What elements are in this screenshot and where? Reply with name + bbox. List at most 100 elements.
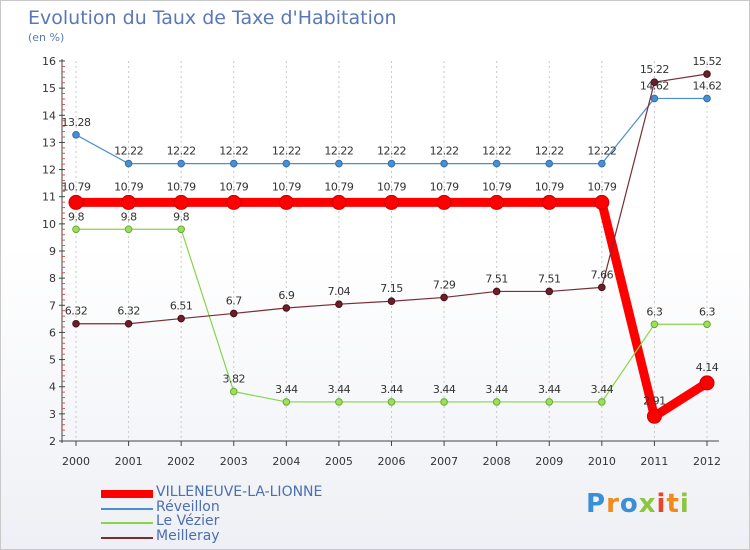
logo-letter: i — [679, 489, 690, 519]
series-2-point-2009 — [545, 159, 554, 168]
series-2-point-2012 — [703, 94, 711, 103]
series-4-label-2003: 6.7 — [226, 294, 242, 307]
series-3-point-2010 — [598, 398, 606, 406]
series-4-label-2008: 7.51 — [485, 272, 508, 285]
series-3-point-2008 — [492, 398, 501, 406]
series-3-point-2005 — [335, 398, 343, 406]
series-3-label-2002: 9.8 — [173, 210, 189, 223]
series-2-point-2005 — [335, 159, 343, 168]
series-3-point-2011 — [650, 320, 659, 329]
series-1-label-2003: 10.79 — [219, 180, 248, 193]
series-4-point-2004 — [282, 304, 291, 312]
series-4-label-2000: 6.32 — [65, 305, 88, 318]
series-3-label-2007: 3.44 — [433, 383, 456, 396]
logo-letter: i — [656, 489, 667, 519]
series-1-label-2002: 10.79 — [167, 180, 196, 193]
series-2-point-2003 — [229, 159, 238, 168]
series-2-label-2005: 12.22 — [324, 145, 353, 158]
logo-letter: o — [619, 489, 639, 519]
series-1-point-2010 — [594, 194, 610, 210]
series-4-label-2010: 7.66 — [591, 268, 614, 281]
legend-swatch — [101, 522, 153, 524]
series-3-label-2000: 9.8 — [68, 210, 84, 223]
series-3-label-2006: 3.44 — [380, 383, 403, 396]
x-tick-label-2009: 2009 — [535, 455, 563, 468]
series-4-point-2009 — [545, 287, 554, 296]
x-tick-label-2003: 2003 — [220, 455, 248, 468]
x-tick-label-2004: 2004 — [272, 455, 300, 468]
series-2-label-2010: 12.22 — [587, 145, 616, 158]
x-tick-label-2001: 2001 — [115, 455, 143, 468]
series-3-point-2000 — [72, 225, 80, 234]
x-tick-label-2006: 2006 — [378, 455, 406, 468]
series-4-label-2005: 7.04 — [328, 285, 351, 298]
series-2-point-2000 — [72, 131, 80, 139]
series-1-label-2012: 4.14 — [696, 361, 719, 374]
legend-swatch — [101, 536, 153, 539]
series-2-point-2001 — [124, 159, 133, 168]
series-1-label-2005: 10.79 — [324, 180, 353, 193]
y-tick-label-8: 8 — [49, 272, 56, 285]
y-tick-label-5: 5 — [49, 354, 56, 367]
series-3-point-2001 — [124, 225, 133, 234]
legend-label: VILLENEUVE-LA-LIONNE — [156, 484, 323, 500]
series-2-label-2006: 12.22 — [377, 145, 406, 158]
legend-label: Meilleray — [156, 527, 220, 544]
y-tick-label-16: 16 — [42, 55, 56, 68]
x-tick-label-2007: 2007 — [430, 455, 458, 468]
x-tick-label-2002: 2002 — [167, 455, 195, 468]
series-1-label-2000: 10.79 — [62, 180, 91, 193]
series-1-point-2002 — [173, 194, 189, 210]
series-3-label-2001: 9.8 — [121, 210, 137, 223]
series-4-point-2011 — [650, 78, 659, 86]
y-tick-label-9: 9 — [49, 245, 56, 258]
series-3-label-2009: 3.44 — [538, 383, 561, 396]
series-1-label-2001: 10.79 — [114, 180, 143, 193]
series-1-point-2009 — [541, 194, 557, 210]
logo-letter: P — [586, 489, 607, 519]
series-3-label-2008: 3.44 — [485, 383, 508, 396]
series-4-label-2011: 15.22 — [640, 63, 669, 76]
series-3-label-2003: 3.82 — [223, 373, 246, 386]
y-tick-label-6: 6 — [49, 326, 56, 339]
y-tick-label-3: 3 — [49, 408, 56, 421]
series-4-point-2008 — [492, 287, 501, 296]
y-tick-label-4: 4 — [49, 381, 56, 394]
series-1-point-2008 — [489, 194, 505, 210]
series-1-label-2006: 10.79 — [377, 180, 406, 193]
y-tick-label-11: 11 — [42, 191, 56, 204]
series-2-point-2007 — [440, 159, 448, 168]
series-4-label-2006: 7.15 — [380, 282, 403, 295]
series-2-point-2002 — [177, 159, 185, 168]
series-1-label-2009: 10.79 — [535, 180, 564, 193]
y-tick-label-2: 2 — [49, 435, 56, 448]
series-1-label-2010: 10.79 — [587, 180, 616, 193]
series-4-point-2005 — [335, 300, 343, 309]
y-tick-label-13: 13 — [42, 136, 56, 149]
series-4-label-2009: 7.51 — [538, 272, 561, 285]
series-4-label-2012: 15.52 — [693, 55, 722, 68]
series-1-point-2001 — [121, 194, 137, 210]
series-2-point-2008 — [492, 159, 501, 168]
series-1-point-2007 — [436, 194, 452, 210]
series-4-point-2007 — [440, 293, 448, 302]
series-4-label-2007: 7.29 — [433, 278, 456, 291]
series-4-point-2010 — [598, 283, 606, 292]
series-3-point-2002 — [177, 225, 185, 234]
series-2-point-2004 — [282, 159, 291, 168]
series-2-point-2010 — [598, 159, 606, 168]
series-1-point-2003 — [226, 194, 242, 210]
series-2-point-2011 — [650, 94, 659, 103]
chart-title: Evolution du Taux de Taxe d'Habitation — [28, 7, 397, 29]
y-tick-label-14: 14 — [42, 109, 56, 122]
series-4-point-2003 — [229, 309, 238, 318]
series-2-label-2009: 12.22 — [535, 145, 564, 158]
y-tick-label-7: 7 — [49, 299, 56, 312]
series-4-point-2001 — [124, 319, 133, 328]
logo-letter: x — [638, 489, 657, 519]
series-1-point-2005 — [331, 194, 347, 210]
proxiti-logo: Proxiti — [586, 489, 690, 519]
series-3-label-2010: 3.44 — [591, 383, 614, 396]
series-1-label-2008: 10.79 — [482, 180, 511, 193]
